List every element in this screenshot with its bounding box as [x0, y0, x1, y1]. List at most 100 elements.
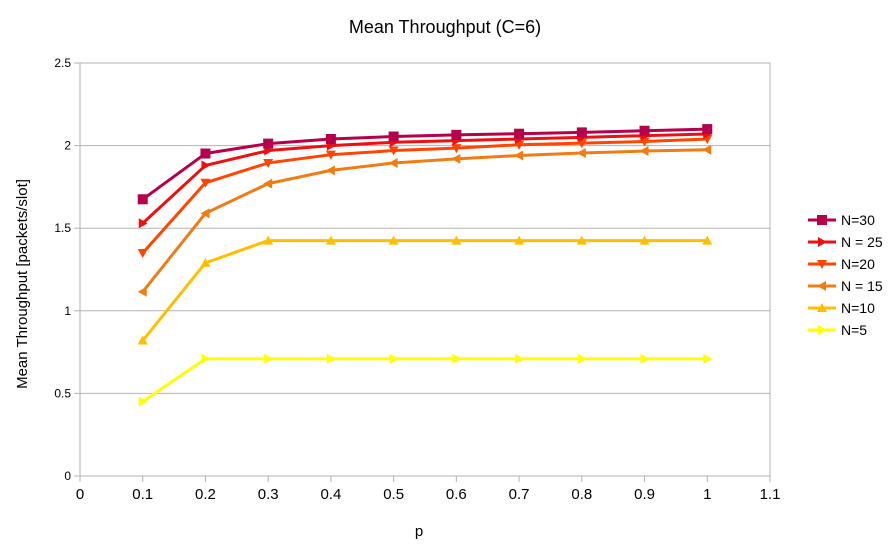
legend-item: N=20	[808, 256, 875, 272]
y-tick-label: 1.5	[54, 221, 71, 235]
legend: N=30 N = 25 N=20 N = 15 N=10 N=5	[808, 212, 883, 338]
legend-swatch-marker	[817, 260, 827, 269]
series-n30	[137, 124, 713, 205]
x-tick-label: 1.1	[760, 486, 781, 503]
data-point	[200, 148, 211, 159]
x-tick-label: 0.6	[446, 486, 467, 503]
x-tick-label: 0.2	[195, 486, 216, 503]
data-point	[263, 138, 274, 149]
legend-swatch-marker	[817, 281, 826, 291]
data-point	[702, 144, 712, 155]
data-point	[138, 218, 148, 229]
data-point	[388, 235, 399, 245]
data-point	[514, 235, 525, 245]
data-point	[264, 353, 274, 364]
data-point	[200, 257, 211, 267]
x-tick-label: 0.3	[258, 486, 279, 503]
series-line-n15	[141, 148, 708, 293]
data-point	[451, 235, 462, 245]
legend-item: N = 25	[808, 234, 883, 250]
legend-label: N=20	[841, 256, 875, 272]
data-point	[263, 178, 273, 189]
legend-swatch-marker	[817, 303, 827, 312]
data-point	[326, 353, 336, 364]
plot-area	[79, 62, 771, 477]
data-point	[452, 353, 462, 364]
data-point	[576, 127, 587, 138]
data-point	[451, 129, 462, 140]
legend-label: N=30	[841, 212, 875, 228]
data-point	[576, 235, 587, 245]
data-point	[702, 124, 713, 135]
y-tick-label: 2	[64, 139, 71, 153]
series-n5	[138, 353, 713, 407]
series-line-n25	[141, 132, 708, 225]
data-point	[325, 150, 336, 160]
series-line-n20	[141, 137, 708, 254]
y-tick-label: 2.5	[54, 56, 71, 70]
data-point	[703, 353, 713, 364]
data-point	[137, 248, 148, 258]
chart-title: Mean Throughput (C=6)	[349, 17, 541, 37]
series-n15	[137, 144, 712, 297]
data-point	[514, 128, 525, 139]
series-line-n5	[141, 357, 708, 403]
legend-swatch-marker	[817, 215, 827, 225]
legend-label: N=10	[841, 300, 875, 316]
x-tick-label: 0	[76, 486, 84, 503]
x-tick-label: 1	[703, 486, 711, 503]
data-point	[639, 235, 650, 245]
data-point	[263, 158, 274, 168]
y-tick-label: 1	[64, 304, 71, 318]
axes: 0 0.5 1 1.5 2 2.5 0 0.1 0.2 0.3 0.4 0.5 0.6 0.7 0.8 0.9…	[54, 56, 780, 503]
data-point	[389, 353, 399, 364]
data-point	[388, 131, 399, 142]
data-point	[200, 178, 211, 188]
data-point	[451, 153, 461, 164]
series-line-n10	[141, 239, 708, 342]
data-point	[325, 165, 335, 176]
data-point	[451, 144, 462, 154]
data-point	[325, 235, 336, 245]
data-point	[137, 194, 148, 205]
data-point	[639, 125, 650, 136]
data-point	[138, 396, 148, 407]
x-tick-label: 0.4	[320, 486, 341, 503]
legend-label: N = 25	[841, 234, 883, 250]
data-point	[325, 133, 336, 144]
data-point	[515, 353, 525, 364]
legend-item: N = 15	[808, 278, 883, 294]
series-layer	[137, 124, 713, 407]
legend-item: N=5	[808, 322, 867, 338]
data-point	[640, 353, 650, 364]
x-tick-label: 0.1	[132, 486, 153, 503]
legend-swatch-marker	[818, 325, 827, 335]
data-point	[388, 146, 399, 156]
data-point	[200, 208, 210, 219]
y-tick-label: 0.5	[54, 386, 71, 400]
data-point	[201, 353, 211, 364]
data-point	[201, 160, 211, 171]
data-point	[576, 148, 586, 159]
legend-swatch-marker	[818, 237, 827, 247]
series-n10	[137, 235, 713, 345]
data-point	[137, 286, 147, 297]
data-point	[639, 146, 649, 157]
legend-label: N = 15	[841, 278, 883, 294]
y-axis-label: Mean Throughput [packets/slot]	[14, 179, 31, 389]
data-point	[263, 235, 274, 245]
legend-item: N=30	[808, 212, 875, 228]
legend-label: N=5	[841, 322, 867, 338]
data-point	[137, 335, 148, 345]
x-tick-label: 0.8	[571, 486, 592, 503]
legend-item: N=10	[808, 300, 875, 316]
x-tick-label: 0.5	[383, 486, 404, 503]
x-tick-label: 0.7	[509, 486, 530, 503]
y-tick-label: 0	[64, 469, 71, 483]
data-point	[388, 157, 398, 168]
data-point	[577, 353, 587, 364]
data-point	[702, 235, 713, 245]
series-line-n30	[141, 127, 708, 201]
